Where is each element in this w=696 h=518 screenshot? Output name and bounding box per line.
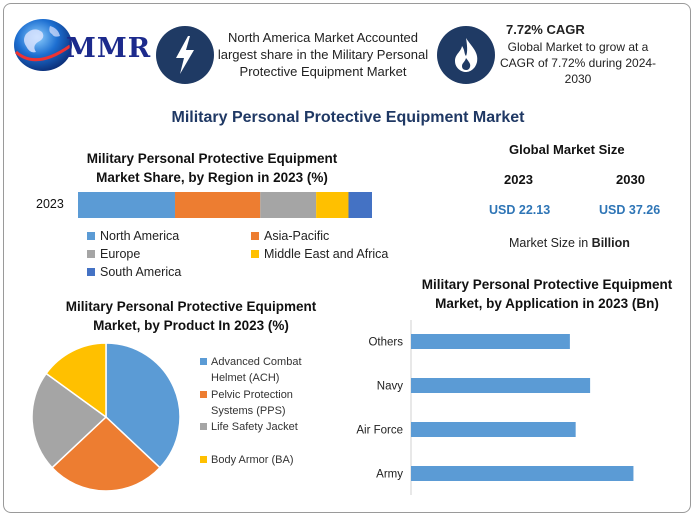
lightning-icon [156,26,214,84]
legend-south-america: South America [87,265,181,279]
info-north-america: North America Market Accounted largest s… [217,30,429,79]
region-stacked-bar [78,192,372,218]
region-segment-asia-pacific [175,192,261,218]
value-2023: USD 22.13 [489,203,551,217]
flame-icon [437,26,495,84]
pie-legend-pps: Pelvic Protection Systems (PPS) [200,387,330,419]
region-chart-category: 2023 [36,197,64,211]
product-chart-title: Military Personal Protective Equipment M… [65,299,317,333]
global-market-title: Global Market Size [509,142,625,157]
application-bar-chart: Others Navy Air Force Army [356,320,634,495]
application-chart-title: Military Personal Protective Equipment M… [421,277,673,311]
application-label-navy: Navy [377,381,403,393]
region-segment-europe [260,192,317,218]
legend-asia-pacific: Asia-Pacific [251,229,329,243]
legend-middle-east-africa: Middle East and Africa [251,247,388,261]
year-2030-label: 2030 [616,172,645,187]
year-2023-label: 2023 [504,172,533,187]
application-bar-navy [411,378,591,393]
product-pie-chart [31,342,181,492]
logo-text: MMR [66,33,152,64]
application-bar-army [411,466,634,481]
infographic-frame [3,3,691,513]
region-segment-middle-east-and-africa [316,192,349,218]
application-label-others: Others [368,337,403,349]
market-size-unit: Market Size in Billion [509,236,630,250]
region-segment-south-america [348,192,372,218]
pie-legend-life-jacket: Life Safety Jacket [200,419,330,435]
region-segment-north-america [78,192,176,218]
page-title: Military Personal Protective Equipment M… [171,109,525,126]
cagr-title: 7.72% CAGR [506,22,585,37]
legend-north-america: North America [87,229,179,243]
application-bar-air-force [411,422,576,437]
legend-europe: Europe [87,247,140,261]
application-label-army: Army [376,469,403,481]
cagr-text: Global Market to grow at a CAGR of 7.72%… [499,40,657,86]
pie-slice-advanced-combat-helmet-ach [105,342,181,469]
pie-legend-ach: Advanced Combat Helmet (ACH) [200,354,330,386]
application-label-air-force: Air Force [356,425,403,437]
pie-slice-life-safety-jacket [31,372,108,469]
value-2030: USD 37.26 [599,203,661,217]
pie-slice-body-armor-ba [45,342,107,419]
pie-legend-body-armor: Body Armor (BA) [200,452,330,468]
region-chart-title: Military Personal Protective Equipment M… [86,151,338,185]
pie-slice-pelvic-protection-systems-pps [50,415,162,492]
globe-icon [14,19,72,71]
application-bar-others [411,334,570,349]
